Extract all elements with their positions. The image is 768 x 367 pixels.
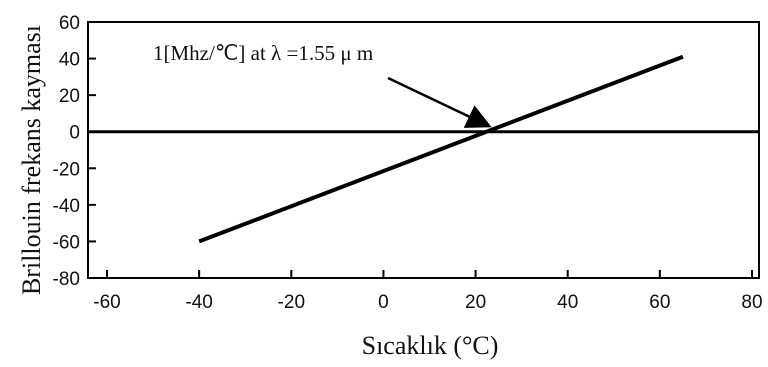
y-tick-label: -20 bbox=[53, 159, 80, 180]
y-axis-title: Brillouin frekans kayması bbox=[17, 25, 46, 295]
x-tick-label: -40 bbox=[185, 292, 212, 313]
x-axis-title: Sıcaklık (°C) bbox=[362, 331, 499, 360]
x-tick-label: 0 bbox=[378, 292, 389, 313]
plot-frame bbox=[87, 21, 760, 279]
x-tick-label: -20 bbox=[278, 292, 305, 313]
annotation-text: 1[Mhz/℃] at λ =1.55 μ m bbox=[153, 41, 373, 65]
x-ticks: -60 -40 -20 0 20 40 60 80 bbox=[93, 270, 763, 313]
x-tick-label: 60 bbox=[649, 292, 670, 313]
x-tick-label: 20 bbox=[465, 292, 486, 313]
y-tick-label: -40 bbox=[53, 196, 80, 217]
x-tick-label: -60 bbox=[93, 292, 120, 313]
series-line bbox=[198, 54, 684, 244]
y-tick-label: -60 bbox=[53, 232, 80, 253]
y-ticks: 60 40 20 0 -20 -40 -60 -80 bbox=[53, 13, 96, 290]
y-tick-label: 60 bbox=[59, 13, 80, 34]
x-tick-label: 80 bbox=[741, 292, 762, 313]
x-tick-label: 40 bbox=[557, 292, 578, 313]
series-layer bbox=[198, 54, 684, 244]
y-tick-label: 0 bbox=[69, 123, 80, 144]
annotation-arrow bbox=[387, 76, 492, 128]
y-tick-label: 20 bbox=[59, 86, 80, 107]
y-tick-label: -80 bbox=[53, 269, 80, 290]
y-tick-label: 40 bbox=[59, 50, 80, 71]
annotation-layer: 1[Mhz/℃] at λ =1.55 μ m bbox=[153, 41, 492, 128]
